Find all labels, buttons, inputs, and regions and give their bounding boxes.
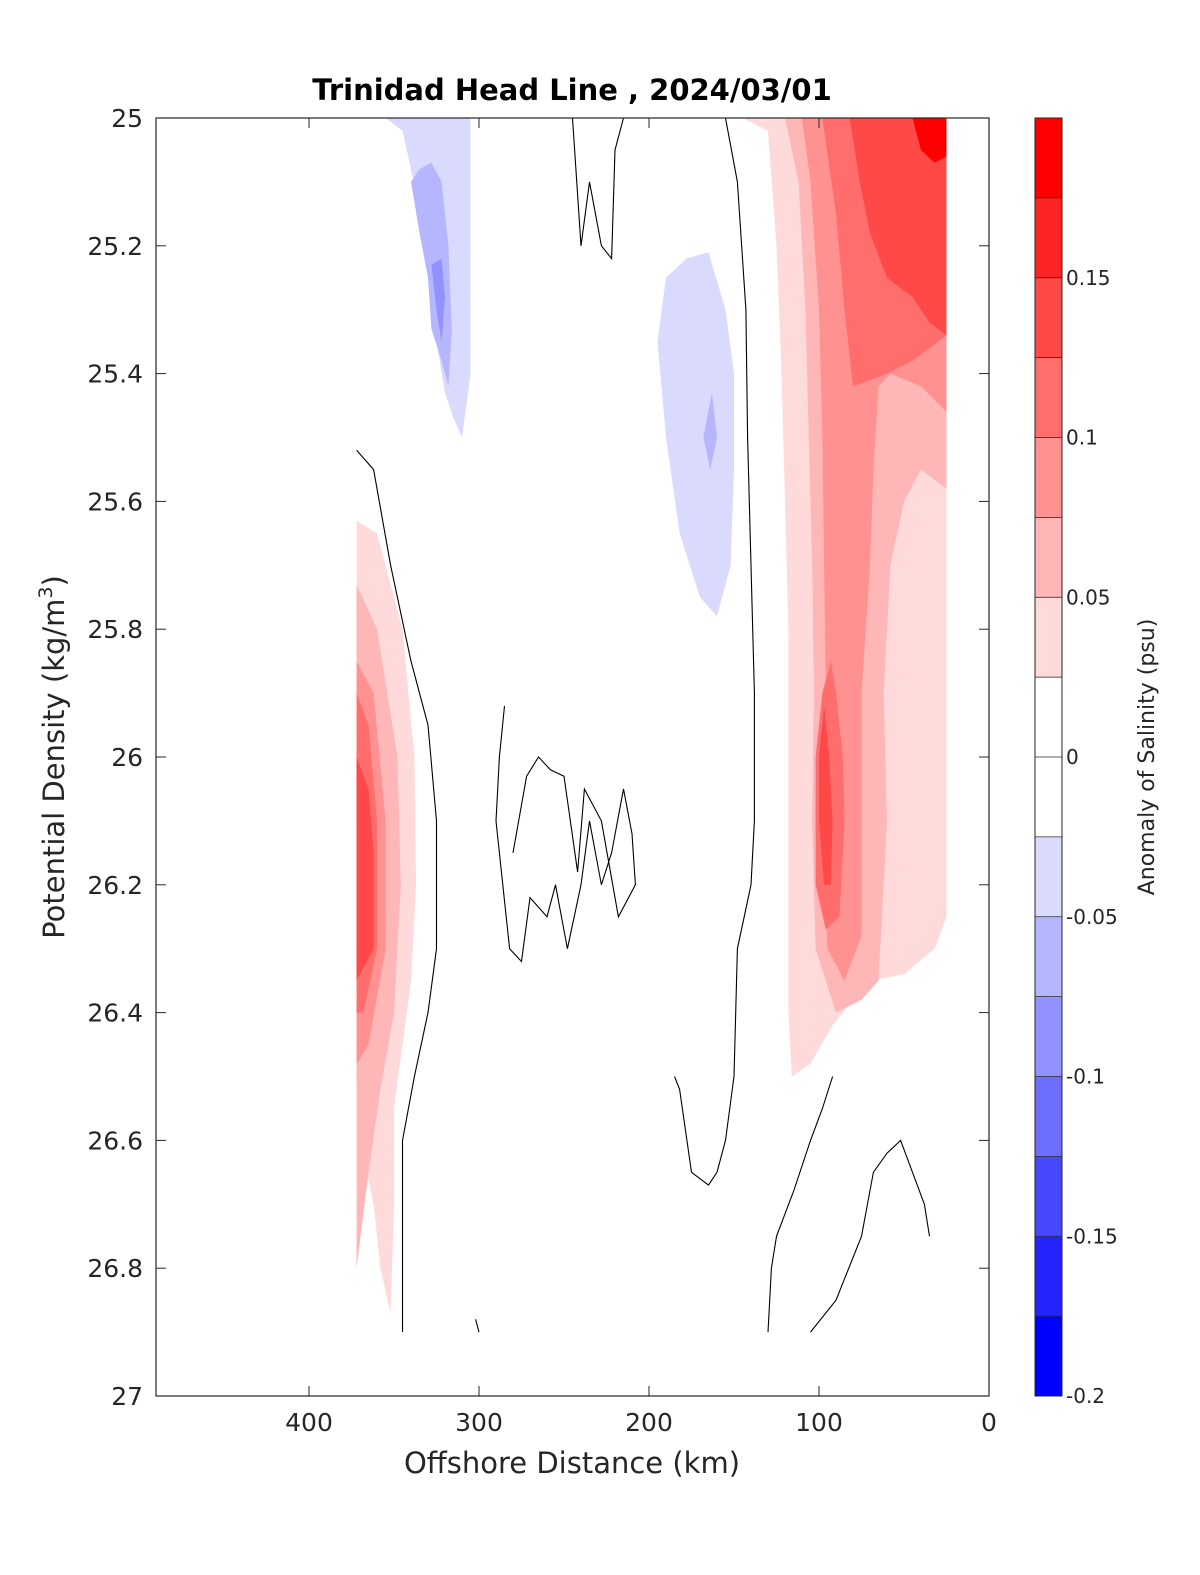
y-tick-label: 26 [111,743,143,772]
colorbar-tick-label: 0.05 [1066,585,1111,609]
colorbar-band [1035,357,1062,438]
colorbar-frame [1034,117,1063,1397]
zero-contour-2 [571,118,625,261]
filled-region-10-0 [912,118,947,163]
colorbar-band [1035,836,1062,918]
filled-region-1-1 [657,252,734,617]
zero-contour-4 [495,705,636,963]
zero-contour-3 [673,118,755,1186]
colorbar-band [1035,118,1062,199]
colorbar-band [1035,437,1062,518]
y-axis-label-main: Potential Density (kg/m [37,599,71,939]
y-axis-label-end: ) [37,575,71,586]
y-axis-ticks: 25 25.2 25.4 25.6 25.8 26 26.2 26.4 26.6 26.8 27 [87,104,989,1411]
colorbar-band [1035,1316,1062,1397]
y-axis-label: Potential Density (kg/m3) [35,575,71,939]
y-tick-label: 26.6 [87,1126,143,1155]
colorbar-tick-label: -0.05 [1066,905,1118,929]
colorbar-band [1035,517,1062,598]
colorbar-tick-label: 0 [1066,745,1079,769]
x-axis-ticks: 400 300 200 100 0 [285,118,997,1437]
filled-region-8-1 [819,705,833,885]
filled-region-3-0 [431,258,445,342]
colorbar-band [1035,677,1062,758]
zero-contour-0 [356,449,438,1333]
y-tick-label: 25.2 [87,232,143,261]
zero-contour-1 [475,1319,480,1333]
filled-region-2-1 [703,392,717,470]
filled-contours [356,118,947,1333]
y-tick-label: 25 [111,104,143,133]
y-axis-label-superscript: 3 [35,586,57,598]
filled-region-0-3 [686,1223,726,1333]
y-tick-label: 26.2 [87,871,143,900]
x-tick-label: 100 [795,1408,843,1437]
filled-region-0-2 [414,1044,680,1262]
colorbar-band [1035,1236,1062,1317]
colorbar-tick-label: 0.1 [1066,426,1098,450]
x-tick-label: 400 [285,1408,333,1437]
colorbar-band [1035,1076,1062,1157]
y-tick-label: 26.8 [87,1254,143,1283]
colorbar-tick-label: -0.1 [1066,1065,1105,1089]
y-tick-label: 25.8 [87,615,143,644]
y-tick-label: 27 [111,1382,143,1411]
chart-title: Trinidad Head Line , 2024/03/01 [312,73,832,107]
colorbar-tick-label: -0.15 [1066,1224,1118,1248]
colorbar-band [1035,277,1062,359]
colorbar-band [1035,597,1062,678]
x-axis-label: Offshore Distance (km) [404,1446,740,1480]
y-tick-label: 25.6 [87,487,143,516]
colorbar-band [1035,916,1062,998]
zero-contour-5 [767,1076,834,1333]
colorbar-tick-label: 0.15 [1066,266,1111,290]
zero-contour-lines [356,118,931,1333]
colorbar-tick-label: -0.2 [1066,1384,1105,1408]
zero-contour-6 [810,1139,931,1333]
colorbar-band [1035,197,1062,279]
colorbar-band [1035,757,1062,838]
y-tick-label: 25.4 [87,360,143,389]
filled-region-8-2 [356,757,374,981]
colorbar-band [1035,996,1062,1077]
colorbar-label: Anomaly of Salinity (psu) [1135,619,1160,896]
colorbar-band [1035,1156,1062,1237]
colorbar: -0.2 -0.15 -0.1 -0.05 0 0.05 0.1 0.15 [1034,117,1118,1408]
y-tick-label: 26.4 [87,999,143,1028]
x-tick-label: 0 [981,1408,997,1437]
x-tick-label: 300 [455,1408,503,1437]
x-tick-label: 200 [625,1408,673,1437]
filled-region-0-4 [929,1255,938,1307]
